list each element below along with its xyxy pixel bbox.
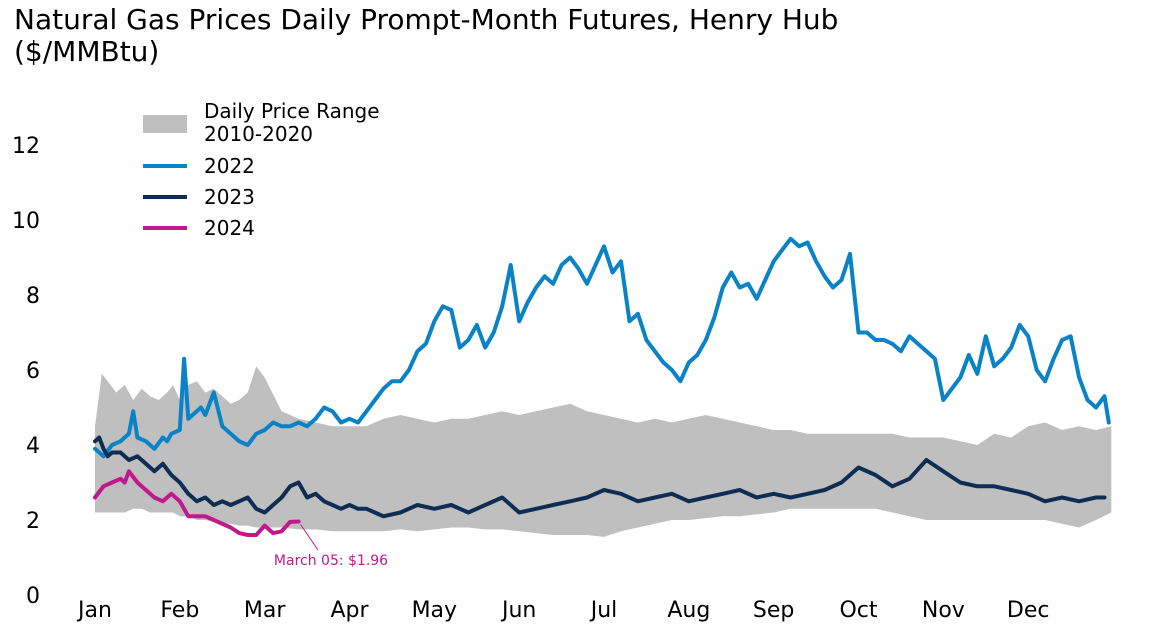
x-tick-label-oct: Oct [839,598,877,623]
x-tick-label-aug: Aug [667,598,710,623]
legend-label-2024: 2024 [204,216,255,240]
chart-title-line-1: Natural Gas Prices Daily Prompt-Month Fu… [14,3,839,36]
y-tick-label-0: 0 [26,584,40,609]
y-tick-label-4: 4 [26,434,40,459]
y-tick-label-8: 8 [26,284,40,309]
x-tick-label-sep: Sep [753,598,794,623]
chart-title-line-2: ($/MMBtu) [14,35,160,68]
x-tick-label-jan: Jan [76,598,112,623]
y-tick-label-6: 6 [26,359,40,384]
x-tick-label-jun: Jun [500,598,536,623]
x-tick-label-may: May [412,598,457,623]
chart-title: Natural Gas Prices Daily Prompt-Month Fu… [14,4,838,68]
y-tick-label-12: 12 [12,134,40,159]
legend-label-2022: 2022 [204,154,255,178]
x-tick-label-dec: Dec [1007,598,1050,623]
legend-label-range-2: 2010-2020 [204,122,313,146]
x-tick-label-jul: Jul [589,598,618,623]
annotation-leader [300,524,319,551]
series-line-2022 [93,236,1111,459]
legend-label-2023: 2023 [204,185,255,209]
x-tick-label-feb: Feb [160,598,199,623]
y-tick-label-10: 10 [12,209,40,234]
legend-label-range-1: Daily Price Range [204,99,380,123]
x-tick-label-apr: Apr [330,598,369,623]
series-line-2024 [93,469,301,537]
price-range-band [95,366,1112,537]
x-tick-label-mar: Mar [244,598,286,623]
y-tick-label-2: 2 [26,509,40,534]
series-line-2023 [93,435,1107,519]
annotation-label: March 05: $1.96 [274,553,388,569]
x-tick-label-nov: Nov [922,598,965,623]
legend-swatch-range [143,115,187,133]
